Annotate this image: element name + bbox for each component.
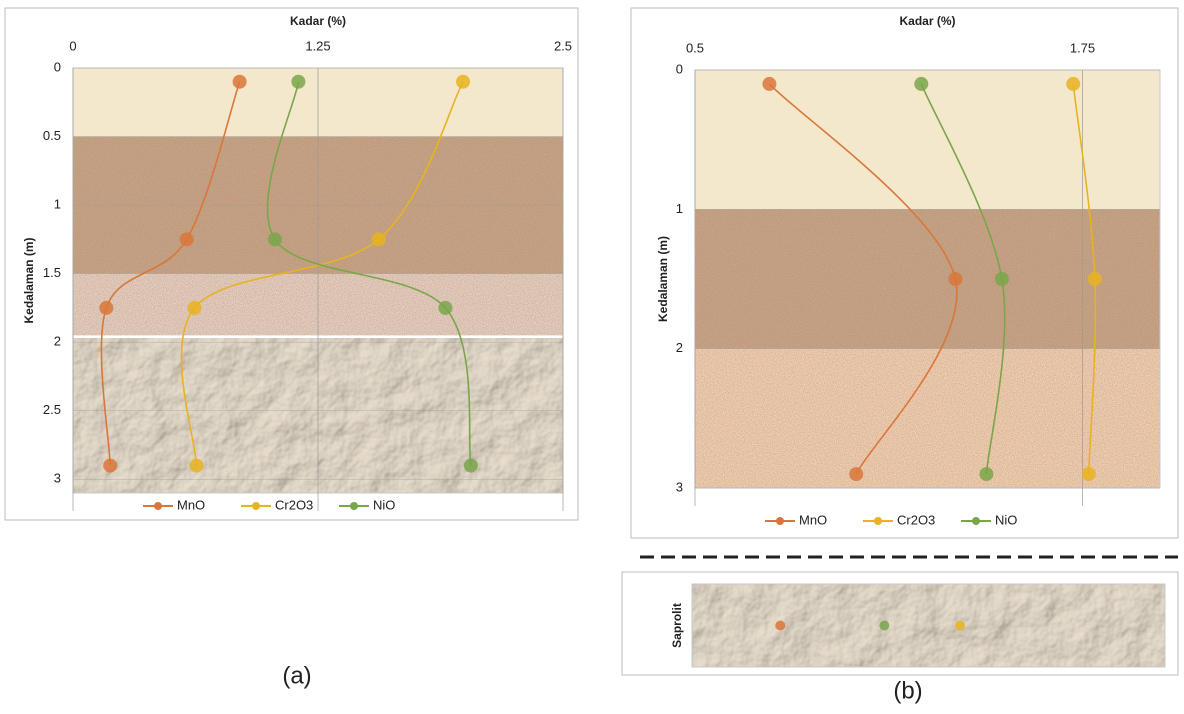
panel-label: (b) — [893, 677, 922, 704]
x-tick-label: 1.25 — [305, 38, 330, 53]
legend-marker — [252, 502, 260, 510]
legend-label: Cr2O3 — [275, 497, 313, 512]
chart-title: Kadar (%) — [290, 14, 346, 28]
y-axis-label: Kedalaman (m) — [656, 236, 670, 322]
legend-marker — [972, 517, 980, 525]
data-point — [955, 621, 965, 631]
data-point — [948, 272, 962, 286]
data-point — [291, 75, 305, 89]
layer-texture — [692, 584, 1165, 667]
y-tick-label: 2 — [676, 340, 683, 355]
data-point — [775, 621, 785, 631]
data-point — [372, 232, 386, 246]
data-point — [1066, 77, 1080, 91]
data-point — [103, 459, 117, 473]
data-point — [188, 301, 202, 315]
y-tick-label: 0 — [676, 61, 683, 76]
legend-label: MnO — [799, 512, 827, 527]
data-point — [189, 459, 203, 473]
y-axis-label: Kedalaman (m) — [22, 237, 36, 323]
legend-marker — [350, 502, 358, 510]
y-tick-label: 3 — [676, 479, 683, 494]
y-tick-label: 2 — [54, 334, 61, 349]
data-point — [879, 621, 889, 631]
legend-label: NiO — [373, 497, 395, 512]
data-point — [979, 467, 993, 481]
legend-label: Cr2O3 — [897, 512, 935, 527]
x-tick-label: 2.5 — [554, 38, 572, 53]
y-tick-label: 1 — [676, 201, 683, 216]
data-point — [438, 301, 452, 315]
legend-marker — [874, 517, 882, 525]
data-point — [99, 301, 113, 315]
x-tick-label: 0.5 — [686, 40, 704, 55]
y-axis-label: Saprolit — [670, 603, 684, 648]
figure: Kadar (%)Kedalaman (m)01.252.500.511.522… — [0, 0, 1184, 709]
y-tick-label: 0.5 — [43, 128, 61, 143]
y-tick-label: 1 — [54, 197, 61, 212]
panel-label: (a) — [282, 662, 311, 689]
data-point — [995, 272, 1009, 286]
y-tick-label: 2.5 — [43, 402, 61, 417]
data-point — [268, 232, 282, 246]
chart-title: Kadar (%) — [899, 14, 955, 28]
legend-label: MnO — [177, 497, 205, 512]
x-tick-label: 0 — [69, 38, 76, 53]
data-point — [849, 467, 863, 481]
x-tick-label: 1.75 — [1070, 40, 1095, 55]
legend-label: NiO — [995, 512, 1017, 527]
y-tick-label: 0 — [54, 59, 61, 74]
data-point — [1088, 272, 1102, 286]
data-point — [914, 77, 928, 91]
data-point — [464, 459, 478, 473]
legend-marker — [154, 502, 162, 510]
y-tick-label: 1.5 — [43, 265, 61, 280]
legend-marker — [776, 517, 784, 525]
data-point — [1082, 467, 1096, 481]
data-point — [180, 232, 194, 246]
data-point — [762, 77, 776, 91]
data-point — [233, 75, 247, 89]
y-tick-label: 3 — [54, 471, 61, 486]
layer — [695, 70, 1160, 209]
data-point — [456, 75, 470, 89]
layer-texture — [695, 349, 1160, 488]
